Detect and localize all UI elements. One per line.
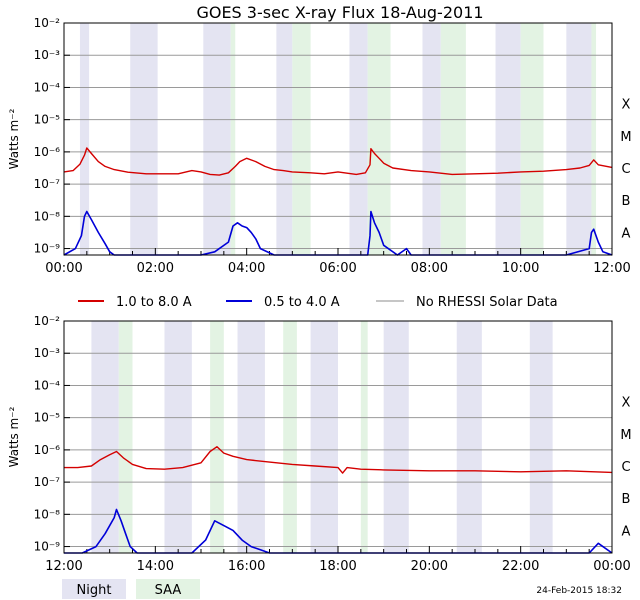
legend-saa-label: SAA — [155, 583, 182, 598]
saa-band — [360, 321, 368, 553]
saa-band — [292, 23, 311, 255]
y-tick-label: 10⁻⁶ — [34, 145, 61, 159]
x-tick-label: 12:00 — [593, 261, 630, 276]
y-tick-label: 10⁻³ — [34, 48, 61, 62]
y-axis-label: Watts m⁻² — [7, 108, 21, 169]
y-axis-label: Watts m⁻² — [7, 406, 21, 467]
flare-class-label: C — [621, 460, 630, 475]
x-tick-label: 10:00 — [502, 261, 539, 276]
y-tick-label: 10⁻² — [34, 16, 61, 30]
chart-title: GOES 3-sec X-ray Flux 18-Aug-2011 — [196, 3, 483, 22]
x-tick-label: 04:00 — [228, 261, 265, 276]
saa-band — [591, 23, 597, 255]
y-tick-label: 10⁻⁴ — [34, 378, 61, 392]
plot-frame — [63, 22, 613, 256]
x-tick-label: 08:00 — [411, 261, 448, 276]
y-tick-label: 10⁻² — [34, 314, 61, 328]
legend-saa-box — [136, 579, 200, 599]
y-tick-label: 10⁻⁵ — [34, 411, 61, 425]
saa-band — [283, 321, 297, 553]
night-band — [164, 321, 192, 553]
x-tick-label: 02:00 — [137, 261, 174, 276]
top-panel-12h: 10⁻² 10⁻³ 10⁻⁴ 10⁻⁵ 10⁻⁶ 10⁻⁷ 10⁻⁸ 10⁻⁹ X M C B A 00:… — [7, 16, 632, 276]
x-tick-label: 00:00 — [45, 261, 82, 276]
series-legend: 1.0 to 8.0 A 0.5 to 4.0 A No RHESSI Sola… — [78, 295, 558, 310]
night-band — [276, 23, 293, 255]
flare-class-label: B — [622, 194, 631, 209]
saa-band — [118, 321, 133, 553]
flare-class-label: B — [622, 492, 631, 507]
generation-timestamp: 24-Feb-2015 18:32 — [536, 586, 622, 596]
bottom-panel-12h: 10⁻² 10⁻³ 10⁻⁴ 10⁻⁵ 10⁻⁶ 10⁻⁷ 10⁻⁸ 10⁻⁹ X M C B A 12:… — [7, 314, 632, 574]
x-tick-label: 22:00 — [502, 559, 539, 574]
x-tick-label: 06:00 — [319, 261, 356, 276]
saa-band — [520, 23, 544, 255]
flare-class-label: X — [622, 98, 631, 113]
y-tick-label: 10⁻⁹ — [34, 540, 61, 554]
x-tick-label: 14:00 — [137, 559, 174, 574]
legend-night-label: Night — [77, 583, 112, 598]
y-tick-label: 10⁻⁸ — [34, 507, 61, 521]
night-band — [310, 321, 338, 553]
flare-class-label: A — [622, 524, 631, 539]
flare-class-label: A — [622, 226, 631, 241]
x-tick-label: 18:00 — [319, 559, 356, 574]
night-band — [79, 23, 90, 255]
night-band — [566, 23, 592, 255]
x-tick-label: 20:00 — [411, 559, 448, 574]
night-band — [422, 23, 441, 255]
night-band — [495, 23, 521, 255]
x-tick-label: 16:00 — [228, 559, 265, 574]
saa-band — [230, 23, 236, 255]
series-long-line — [64, 446, 613, 474]
legend-label-norhessi: No RHESSI Solar Data — [416, 295, 558, 310]
night-band — [203, 23, 231, 255]
night-band — [237, 321, 265, 553]
series-long-line — [63, 147, 613, 176]
night-band — [456, 321, 482, 553]
x-tick-label: 12:00 — [45, 559, 82, 574]
legend-label-short: 0.5 to 4.0 A — [264, 295, 340, 310]
flare-class-label: M — [620, 428, 631, 443]
x-tick-label: 00:00 — [593, 559, 630, 574]
y-tick-label: 10⁻⁸ — [34, 209, 61, 223]
night-band — [383, 321, 409, 553]
flare-class-label: C — [621, 162, 630, 177]
y-tick-label: 10⁻⁴ — [34, 80, 61, 94]
legend-night-box — [62, 579, 126, 599]
saa-band — [440, 23, 466, 255]
plot-frame — [63, 320, 613, 554]
flare-class-label: M — [620, 130, 631, 145]
night-band — [130, 23, 158, 255]
y-tick-label: 10⁻⁹ — [34, 242, 61, 256]
y-tick-label: 10⁻³ — [34, 346, 61, 360]
saa-band — [210, 321, 224, 553]
legend-label-long: 1.0 to 8.0 A — [116, 295, 192, 310]
y-tick-label: 10⁻⁵ — [34, 113, 61, 127]
night-band — [529, 321, 553, 553]
y-tick-label: 10⁻⁷ — [34, 475, 61, 489]
shading-legend: Night SAA — [62, 579, 200, 599]
flare-class-label: X — [622, 396, 631, 411]
y-tick-label: 10⁻⁶ — [34, 443, 61, 457]
saa-band — [367, 23, 391, 255]
night-band — [349, 23, 368, 255]
y-tick-label: 10⁻⁷ — [34, 177, 61, 191]
